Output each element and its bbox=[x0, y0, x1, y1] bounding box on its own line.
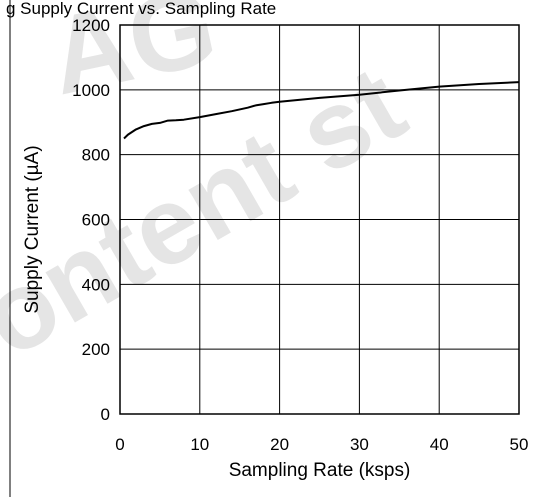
series-layer bbox=[123, 81, 520, 140]
y-tick-label: 1200 bbox=[72, 16, 110, 35]
x-tick-label: 0 bbox=[115, 435, 124, 454]
x-tick-label: 20 bbox=[270, 435, 289, 454]
series-line bbox=[123, 81, 520, 140]
y-tick-label: 1000 bbox=[72, 81, 110, 100]
y-tick-label: 400 bbox=[82, 275, 110, 294]
tick-labels: 0 10 20 30 40 50 0 200 400 600 800 1000 1200 bbox=[72, 16, 528, 454]
chart-caption: g Supply Current vs. Sampling Rate bbox=[6, 0, 276, 18]
y-axis-label: Supply Current (µA) bbox=[22, 145, 43, 313]
x-tick-label: 30 bbox=[350, 435, 369, 454]
x-axis-label: Sampling Rate (ksps) bbox=[229, 460, 411, 481]
x-tick-label: 10 bbox=[190, 435, 209, 454]
x-tick-label: 50 bbox=[510, 435, 529, 454]
y-tick-label: 800 bbox=[82, 146, 110, 165]
y-tick-label: 600 bbox=[82, 211, 110, 230]
y-tick-label: 200 bbox=[82, 340, 110, 359]
watermark: AG ontent st bbox=[0, 0, 424, 381]
x-tick-label: 40 bbox=[430, 435, 449, 454]
y-tick-label: 0 bbox=[101, 405, 110, 424]
plot-area bbox=[119, 24, 520, 415]
